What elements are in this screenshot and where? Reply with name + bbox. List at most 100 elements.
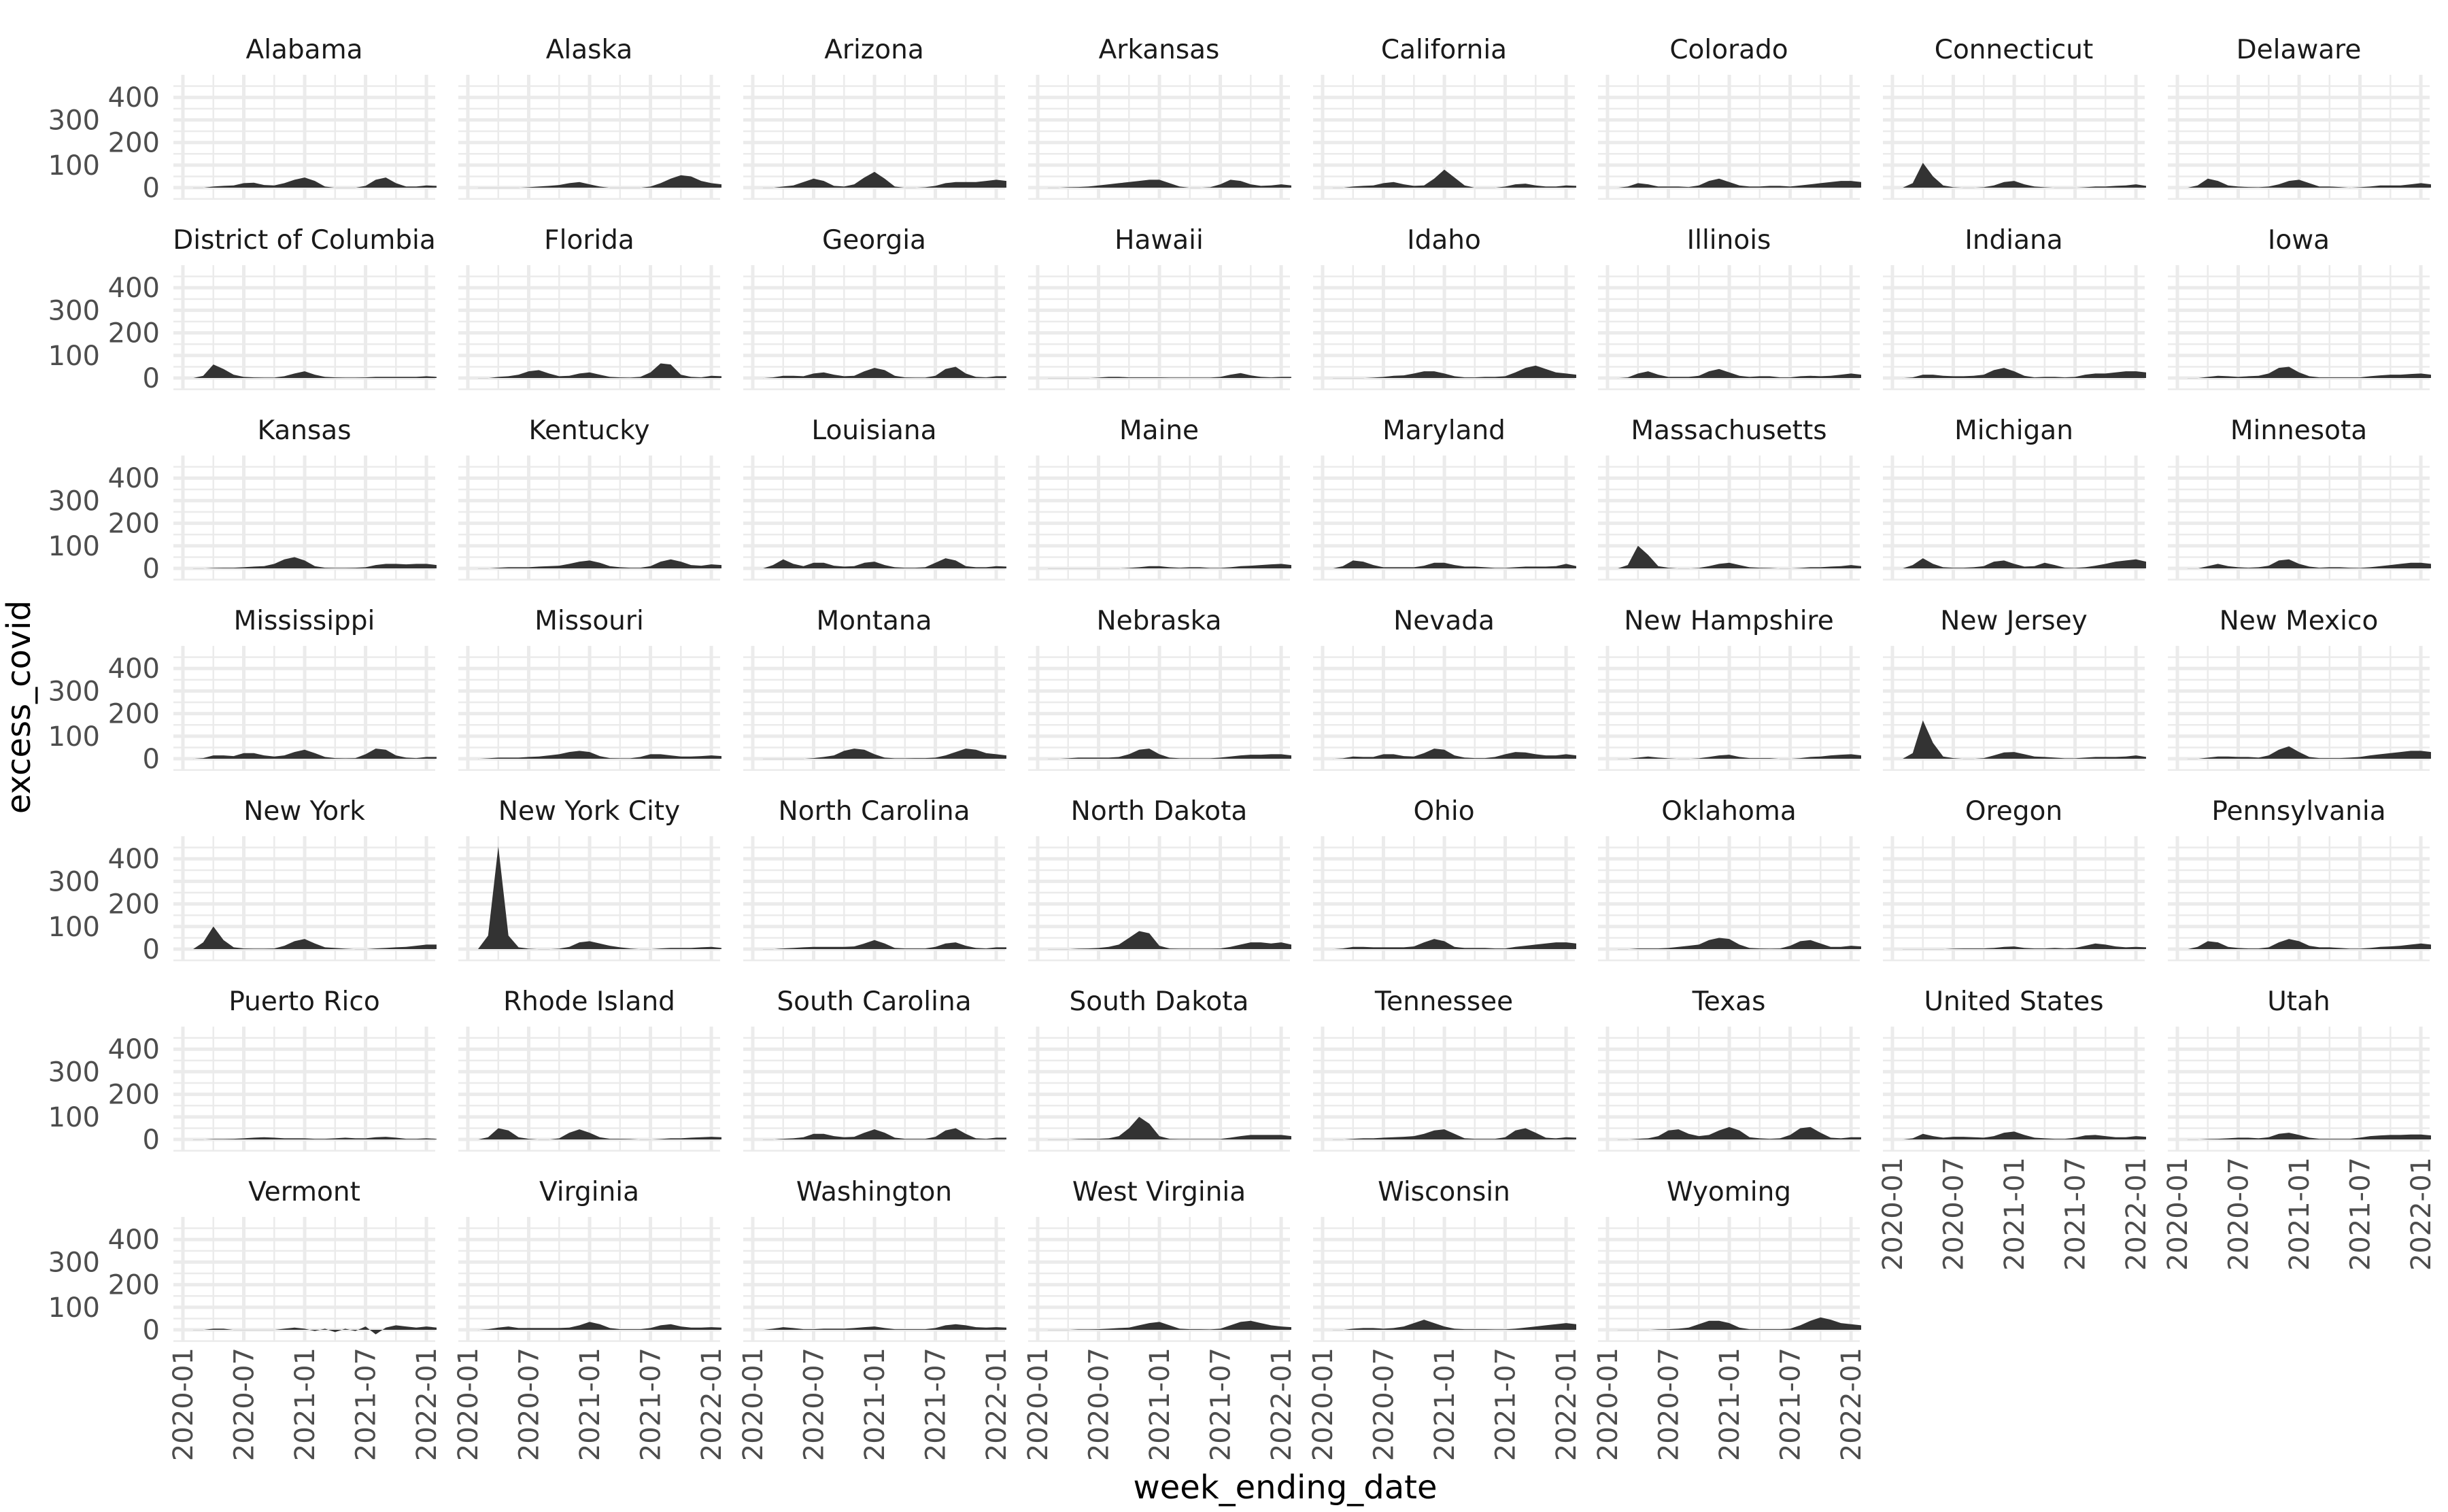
- y-tick-label: 300: [48, 295, 100, 326]
- area-series: [2187, 939, 2431, 950]
- y-tick-label: 0: [143, 363, 160, 394]
- facet-strip-label: Arizona: [824, 35, 924, 65]
- facet-strip-label: Rhode Island: [503, 986, 675, 1017]
- facet-strip-label: Alabama: [246, 35, 363, 65]
- x-tick-label: 2021-01: [1714, 1347, 1746, 1461]
- x-tick-label: 2021-01: [2284, 1157, 2315, 1271]
- y-tick-label: 0: [143, 1315, 160, 1346]
- area-series: [2187, 366, 2431, 379]
- facet-panel: Nebraska: [1028, 606, 1291, 771]
- facet-panel: Missouri: [458, 606, 721, 771]
- x-tick-label: 2022-01: [2121, 1157, 2152, 1271]
- facet-panel: Georgia: [743, 225, 1006, 390]
- facet-strip-label: United States: [1924, 986, 2103, 1017]
- area-series: [192, 1325, 437, 1335]
- area-series: [1332, 939, 1576, 950]
- area-series: [1617, 178, 1861, 188]
- facet-panel: West Virginia 2020-01 2020-07 2021-01 2021-0…: [1023, 1177, 1297, 1461]
- facet-panel: Ohio: [1313, 796, 1576, 961]
- facet-strip-label: Kansas: [257, 415, 351, 446]
- area-series: [762, 940, 1006, 950]
- facet-strip-label: North Carolina: [779, 796, 970, 827]
- facet-panel: Pennsylvania: [2168, 796, 2431, 961]
- y-tick-label: 300: [48, 1247, 100, 1278]
- x-tick-label: 2021-07: [2345, 1157, 2377, 1271]
- facet-panel: Minnesota: [2168, 415, 2431, 581]
- area-series: [1902, 943, 2146, 950]
- y-tick-label: 200: [108, 889, 160, 921]
- x-tick-label: 2022-01: [1266, 1347, 1297, 1461]
- facet-panel: Washington 2020-01 2020-07 2021-01 2021-07 20…: [738, 1177, 1013, 1461]
- x-tick-label: 2022-01: [2406, 1157, 2437, 1271]
- area-series: [1617, 1317, 1861, 1330]
- area-series: [1617, 1127, 1861, 1140]
- x-tick-label: 2021-07: [921, 1347, 952, 1461]
- facet-panel: Massachusetts: [1598, 415, 1861, 581]
- facet-panel: Indiana: [1883, 225, 2146, 390]
- facet-panel: Mississippi 0 100 200 300 400: [48, 606, 437, 775]
- facet-strip-label: Delaware: [2237, 35, 2362, 65]
- x-tick-label: 2020-07: [2224, 1157, 2255, 1271]
- facet-strip-label: Illinois: [1687, 225, 1771, 256]
- x-tick-label: 2020-01: [2162, 1157, 2194, 1271]
- area-series: [192, 557, 437, 569]
- y-tick-label: 0: [143, 744, 160, 775]
- facet-strip-label: South Carolina: [777, 986, 971, 1017]
- area-series: [762, 171, 1006, 188]
- facet-strip-label: New Mexico: [2220, 606, 2379, 636]
- area-series: [1047, 1320, 1291, 1330]
- area-series: [1617, 754, 1861, 759]
- facet-panel: Rhode Island: [458, 986, 721, 1152]
- facet-strip-label: District of Columbia: [173, 225, 436, 256]
- facet-panel: South Dakota: [1028, 986, 1291, 1152]
- area-series: [477, 846, 721, 950]
- y-tick-label: 100: [48, 150, 100, 182]
- y-tick-label: 400: [108, 82, 160, 114]
- facet-strip-label: Ohio: [1413, 796, 1474, 827]
- facet-strip-label: Indiana: [1965, 225, 2062, 256]
- y-tick-label: 100: [48, 912, 100, 943]
- y-tick-label: 0: [143, 173, 160, 204]
- facet-strip-label: Oregon: [1965, 796, 2062, 827]
- facet-strip-label: Colorado: [1669, 35, 1788, 65]
- area-series: [2187, 1133, 2431, 1140]
- y-tick-label: 100: [48, 531, 100, 562]
- facet-panel: Colorado: [1598, 35, 1861, 200]
- x-tick-label: 2021-01: [1144, 1347, 1176, 1461]
- x-tick-label: 2020-07: [1084, 1347, 1115, 1461]
- area-series: [477, 175, 721, 188]
- area-series: [477, 559, 721, 569]
- facet-panel: New Mexico: [2168, 606, 2431, 771]
- area-series: [192, 364, 437, 379]
- x-tick-label: 2020-01: [1877, 1157, 1909, 1271]
- area-series: [2187, 746, 2431, 759]
- y-tick-label: 200: [108, 509, 160, 540]
- area-series: [192, 1137, 437, 1140]
- facet-panel: Connecticut: [1883, 35, 2146, 200]
- facet-panels: Alabama 0 100 200 300 400 Alaska Arizona Arkansa…: [48, 35, 2437, 1461]
- area-series: [192, 177, 437, 188]
- facet-strip-label: Texas: [1692, 986, 1766, 1017]
- y-tick-label: 400: [108, 1224, 160, 1256]
- facet-strip-label: Oklahoma: [1661, 796, 1797, 827]
- area-series: [762, 366, 1006, 379]
- y-tick-label: 400: [108, 844, 160, 875]
- facet-panel: Delaware: [2168, 35, 2431, 200]
- facet-strip-label: Georgia: [822, 225, 926, 256]
- area-series: [192, 749, 437, 759]
- x-tick-label: 2022-01: [981, 1347, 1013, 1461]
- facet-panel: South Carolina: [743, 986, 1006, 1152]
- facet-panel: Oklahoma: [1598, 796, 1861, 961]
- y-tick-label: 100: [48, 721, 100, 753]
- facet-panel: Vermont 0 100 200 300 400 2020-01 2020-07 2021-0…: [48, 1177, 443, 1461]
- facet-strip-label: North Dakota: [1071, 796, 1248, 827]
- area-series: [2187, 178, 2431, 188]
- y-tick-label: 300: [48, 866, 100, 897]
- facet-panel: Louisiana: [743, 415, 1006, 581]
- x-tick-label: 2020-01: [738, 1347, 769, 1461]
- x-tick-label: 2022-01: [1836, 1347, 1867, 1461]
- facet-panel: Maryland: [1313, 415, 1576, 581]
- y-tick-label: 300: [48, 105, 100, 136]
- facet-strip-label: South Dakota: [1070, 986, 1249, 1017]
